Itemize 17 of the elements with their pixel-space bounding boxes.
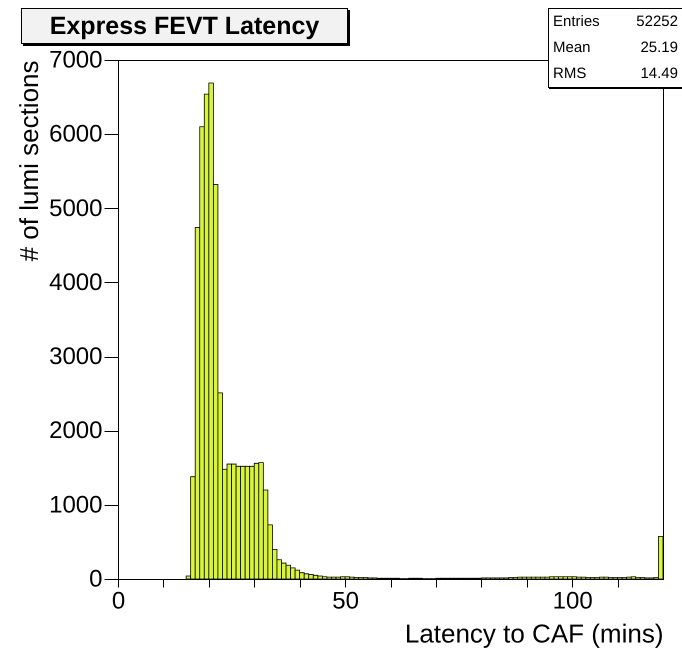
y-tick-label: 5000: [49, 194, 102, 222]
x-tick-label: 0: [112, 588, 126, 614]
x-axis-title: Latency to CAF (mins): [404, 618, 664, 648]
y-tick-label: 1000: [49, 491, 102, 518]
x-tick-label: 100: [552, 588, 593, 614]
x-tick-label: 50: [332, 588, 359, 614]
chart-title: Express FEVT Latency: [21, 8, 348, 44]
text: Mean 25.19: [553, 39, 678, 56]
y-axis-title: # of lumi sections: [14, 60, 44, 262]
y-tick-label: 3000: [49, 343, 102, 370]
text: RMS 14.49: [553, 65, 678, 82]
y-tick-label: 6000: [49, 120, 102, 148]
y-tick-label: 0: [89, 566, 102, 592]
y-tick-label: 4000: [49, 268, 102, 296]
text: Entries 52252: [553, 13, 678, 30]
y-tick-label: 2000: [49, 417, 102, 444]
y-tick-label: 7000: [49, 46, 102, 74]
